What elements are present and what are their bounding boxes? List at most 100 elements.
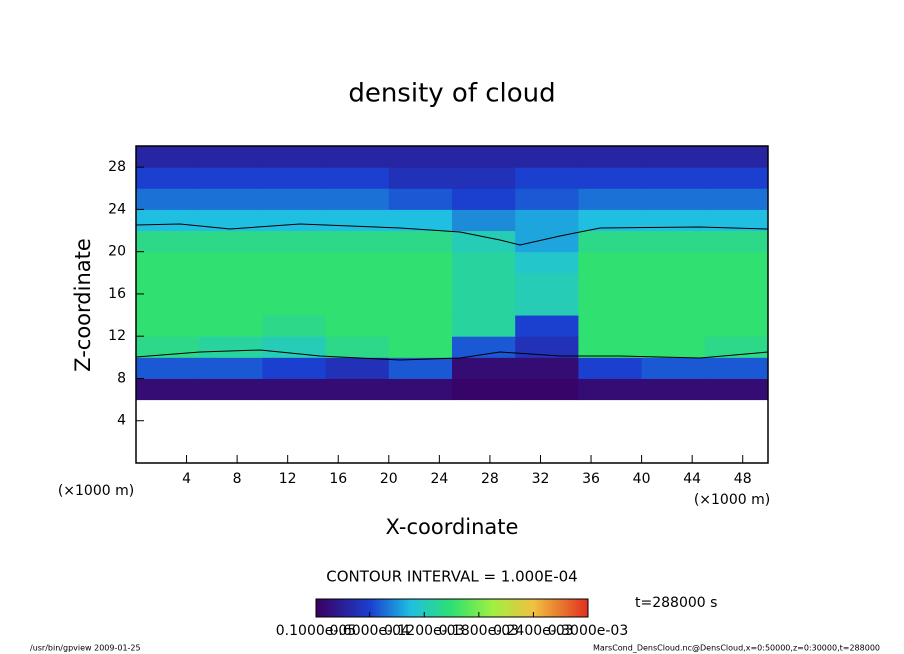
y-tick-label: 24 xyxy=(108,201,126,217)
cell xyxy=(452,230,516,253)
cell xyxy=(262,230,327,253)
cell xyxy=(704,251,769,274)
cell xyxy=(325,188,390,210)
cell xyxy=(578,293,643,316)
cell xyxy=(578,336,643,358)
cell xyxy=(641,188,706,210)
cell xyxy=(199,167,263,189)
colorbar-label: 0.6000e-04 xyxy=(329,623,410,639)
x-tick-label: 16 xyxy=(329,471,347,487)
cell xyxy=(136,336,200,358)
plot-frame xyxy=(135,145,769,464)
x-tick-label: 40 xyxy=(633,471,651,487)
cell xyxy=(641,272,706,295)
cell xyxy=(136,315,200,337)
y-tick-label: 4 xyxy=(117,413,126,429)
cell xyxy=(641,251,706,274)
cell xyxy=(262,336,327,358)
cell xyxy=(325,251,390,274)
cell xyxy=(388,251,453,274)
y-tick-label: 28 xyxy=(108,159,126,175)
cell xyxy=(388,315,453,337)
y-tick-label: 20 xyxy=(108,244,126,260)
x-tick-label: 48 xyxy=(734,471,752,487)
cell xyxy=(325,209,390,232)
cell xyxy=(199,378,263,401)
cell xyxy=(325,230,390,253)
cell xyxy=(136,272,200,295)
contour-interval: CONTOUR INTERVAL = 1.000E-04 xyxy=(326,568,577,586)
cell xyxy=(262,146,327,168)
field xyxy=(136,146,769,401)
cell xyxy=(388,146,453,168)
cell xyxy=(641,209,706,232)
x-tick-label: 28 xyxy=(481,471,499,487)
x-tick-label: 44 xyxy=(683,471,701,487)
cell xyxy=(262,293,327,316)
cell xyxy=(578,357,643,379)
cell xyxy=(578,230,643,253)
colorbar-label: 0.3000e-03 xyxy=(548,623,628,639)
cell xyxy=(641,167,706,189)
cell xyxy=(199,188,263,210)
cell xyxy=(704,230,769,253)
cell xyxy=(136,146,200,168)
y-axis-label: Z-coordinate xyxy=(71,238,95,372)
cell xyxy=(199,293,263,316)
cell xyxy=(452,167,516,189)
x-tick-label: 12 xyxy=(279,471,297,487)
cell xyxy=(704,378,769,401)
cell xyxy=(388,336,453,358)
cell xyxy=(199,315,263,337)
cell xyxy=(136,251,200,274)
cell xyxy=(515,315,579,337)
cell xyxy=(199,336,263,358)
cell xyxy=(262,272,327,295)
cell xyxy=(452,293,516,316)
cell xyxy=(325,146,390,168)
colorbar-label: 0.1000e-05 xyxy=(276,623,356,639)
cell xyxy=(641,230,706,253)
cell xyxy=(388,293,453,316)
cell xyxy=(515,378,579,401)
x-tick-label: 4 xyxy=(182,471,191,487)
colorbar-label: 0.1200e-03 xyxy=(384,623,464,639)
cell xyxy=(136,293,200,316)
cell xyxy=(199,146,263,168)
cell xyxy=(578,146,643,168)
cell xyxy=(388,167,453,189)
cell xyxy=(704,167,769,189)
cell xyxy=(136,209,200,232)
footer-right: MarsCond_DensCloud.nc@DensCloud,x=0:5000… xyxy=(593,644,880,653)
x-unit: (×1000 m) xyxy=(694,492,770,508)
cell xyxy=(388,357,453,379)
colorbar xyxy=(315,598,589,618)
x-tick-label: 24 xyxy=(430,471,448,487)
cell xyxy=(704,336,769,358)
cell xyxy=(515,188,579,210)
cell xyxy=(452,251,516,274)
cell xyxy=(515,293,579,316)
footer-left: /usr/bin/gpview 2009-01-25 xyxy=(30,644,141,653)
x-tick-label: 36 xyxy=(582,471,600,487)
cell xyxy=(452,188,516,210)
cell xyxy=(515,209,579,232)
cell xyxy=(641,336,706,358)
y-unit: (×1000 m) xyxy=(58,483,134,499)
cell xyxy=(578,272,643,295)
contour-line xyxy=(135,223,769,246)
cell xyxy=(262,167,327,189)
cell xyxy=(262,378,327,401)
x-tick-label: 20 xyxy=(380,471,398,487)
cell xyxy=(199,251,263,274)
cell xyxy=(325,272,390,295)
cell xyxy=(641,146,706,168)
y-tick-label: 16 xyxy=(108,286,126,302)
cell xyxy=(325,357,390,379)
cell xyxy=(452,272,516,295)
cell xyxy=(325,315,390,337)
cell xyxy=(515,146,579,168)
cell xyxy=(578,315,643,337)
cell xyxy=(199,272,263,295)
